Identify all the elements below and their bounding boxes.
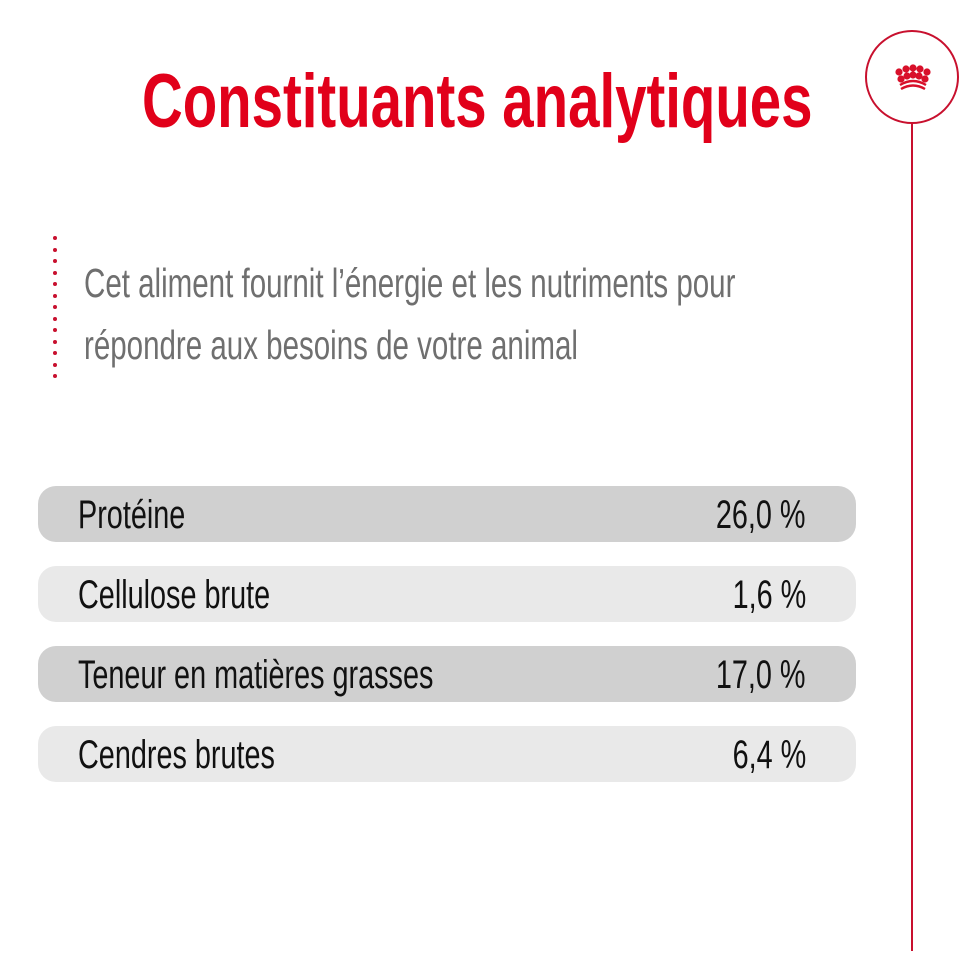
divider-dot (53, 236, 57, 240)
intro-line-2: répondre aux besoins de votre animal (84, 322, 578, 368)
intro-line-1: Cet aliment fournit l’énergie et les nut… (84, 260, 736, 306)
constituent-value-text: 17,0 % (716, 653, 806, 697)
divider-dot (53, 316, 57, 321)
vertical-accent-line (911, 123, 913, 951)
divider-dot (53, 305, 57, 309)
constituent-row-ash: Cendres brutes 6,4 % (38, 726, 856, 782)
constituent-label-text: Protéine (78, 493, 186, 537)
page-title: Constituants analytiques (142, 62, 970, 142)
dotted-divider (52, 236, 58, 378)
constituent-value: 26,0 % (681, 486, 806, 544)
brand-logo (865, 30, 959, 124)
constituents-table: Protéine 26,0 % Cellulose brute 1,6 % Te… (38, 486, 856, 806)
constituent-value: 17,0 % (681, 646, 806, 704)
constituent-value: 1,6 % (704, 566, 806, 624)
constituent-row-fibre: Cellulose brute 1,6 % (38, 566, 856, 622)
constituent-label-text: Teneur en matières grasses (78, 653, 434, 697)
divider-dot (53, 247, 57, 252)
divider-dot (53, 374, 57, 378)
constituent-label-text: Cendres brutes (78, 733, 275, 777)
divider-dot (53, 270, 57, 275)
divider-dot (53, 328, 57, 332)
constituent-label-text: Cellulose brute (78, 573, 271, 617)
constituent-label: Teneur en matières grasses (78, 646, 572, 704)
constituent-row-fat: Teneur en matières grasses 17,0 % (38, 646, 856, 702)
divider-dot (53, 259, 57, 263)
constituent-value-text: 26,0 % (716, 493, 806, 537)
constituent-label: Cellulose brute (78, 566, 345, 624)
divider-dot (53, 351, 57, 355)
constituent-label: Protéine (78, 486, 227, 544)
divider-dot (53, 282, 57, 286)
constituent-label: Cendres brutes (78, 726, 351, 784)
constituent-value-text: 6,4 % (732, 733, 806, 777)
constituent-row-protein: Protéine 26,0 % (38, 486, 856, 542)
divider-dot (53, 339, 57, 344)
constituent-value: 6,4 % (704, 726, 806, 784)
divider-dot (53, 293, 57, 298)
page-title-text: Constituants analytiques (142, 59, 813, 144)
crown-icon (895, 64, 931, 91)
divider-dot (53, 362, 57, 367)
constituent-value-text: 1,6 % (732, 573, 806, 617)
intro-text: Cet aliment fournit l’énergie et les nut… (84, 252, 970, 376)
